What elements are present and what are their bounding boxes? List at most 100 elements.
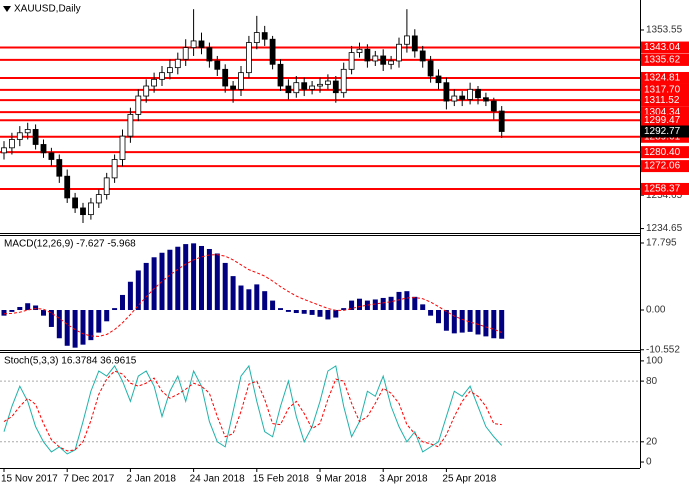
macd-bar [467,310,473,332]
candle-body [419,50,426,62]
level-label: 1258.37 [644,184,681,195]
candle-body [301,82,308,90]
macd-bar [151,257,157,311]
candle-body [88,202,94,216]
macd-bar [341,308,347,311]
macd-bar [270,300,276,311]
macd-bar [80,310,86,345]
candle-body [411,35,418,52]
macd-bar [396,291,402,311]
candle-body [80,207,86,216]
x-tick-label: 3 Apr 2018 [379,474,428,485]
chart-title: MACD(12,26,9) -7.627 -5.968 [4,239,136,250]
x-tick-label: 25 Apr 2018 [442,474,496,485]
candle-body [135,95,142,115]
candle-body [198,40,205,49]
macd-bar [483,310,489,337]
candle-body [309,85,316,90]
macd-bar [436,310,441,324]
macd-bar [41,310,46,316]
macd-bar [293,310,299,314]
macd-bar [183,244,189,311]
macd-bar [127,281,133,311]
x-tick-label: 24 Jan 2018 [190,474,245,485]
macd-bar [64,310,70,346]
macd-bar [333,310,339,318]
macd-bar [349,300,355,311]
candle-body [151,78,158,87]
macd-bar [309,310,315,315]
candle-body [127,114,134,137]
candle-body [95,194,102,204]
macd-bar [254,284,260,311]
macd-bar [175,246,181,311]
level-label: 1324.81 [644,73,681,84]
candle-body [364,48,371,62]
candle-body [459,95,466,100]
level-label: 1335.62 [644,55,681,66]
level-label-box [641,41,689,54]
y-tick-label: 1234.65 [646,223,683,234]
symbol-icon [3,6,11,12]
x-tick-label: 7 Dec 2017 [63,474,115,485]
level-label: 1304.34 [644,107,681,118]
y-tick-label: 0 [646,457,652,468]
macd-bar [120,294,125,311]
candle-body [293,82,300,94]
level-label: 1317.70 [644,85,681,96]
candle-body [348,52,355,70]
macd-bar [443,310,449,331]
macd-bar [199,245,204,311]
candle-body [380,55,387,65]
candle-body [451,95,458,102]
candle-body [269,38,276,65]
x-tick-label: 9 Mar 2018 [316,474,367,485]
macd-bar [301,310,307,314]
candle-body [72,197,78,209]
candle-body [1,147,7,154]
candle-body [475,88,481,99]
macd-bar [96,310,102,333]
candle-body [64,175,71,199]
macd-bar [33,305,39,311]
macd-bar [372,299,378,311]
candle-body [214,60,221,70]
candle-body [467,88,474,100]
indicator-line [3,254,502,337]
macd-bar [357,298,362,311]
macd-bar [262,291,268,311]
candle-body [119,135,126,160]
candle-body [253,32,260,43]
indicator-line [3,364,503,455]
level-label: 1280.40 [644,147,681,158]
candle-body [206,47,213,62]
macd-bar [459,310,465,333]
level-label-box [641,114,689,127]
level-label-box [641,146,689,159]
candle-body [103,177,110,195]
x-tick-label: 2 Jan 2018 [126,474,176,485]
level-label-box [641,182,689,195]
candle-body [482,97,489,102]
macd-bar [9,310,15,312]
macd-bar [388,296,394,311]
macd-bar [191,243,197,311]
last-price-label: 1292.77 [644,126,681,137]
macd-bar [167,249,173,311]
candle-body [285,85,292,94]
candle-body [56,159,63,177]
macd-bar [56,310,62,339]
candle-body [435,75,442,84]
y-tick-label: 17.795 [646,238,677,249]
macd-bar [451,310,457,334]
macd-bar [48,310,54,327]
chart-title: XAUUSD,Daily [14,4,81,15]
macd-bar [499,310,505,339]
macd-bar [317,310,323,317]
candle-body [403,35,410,45]
candle-body [40,144,47,154]
macd-bar [412,296,418,311]
macd-bar [214,253,220,311]
macd-bar [475,310,481,335]
